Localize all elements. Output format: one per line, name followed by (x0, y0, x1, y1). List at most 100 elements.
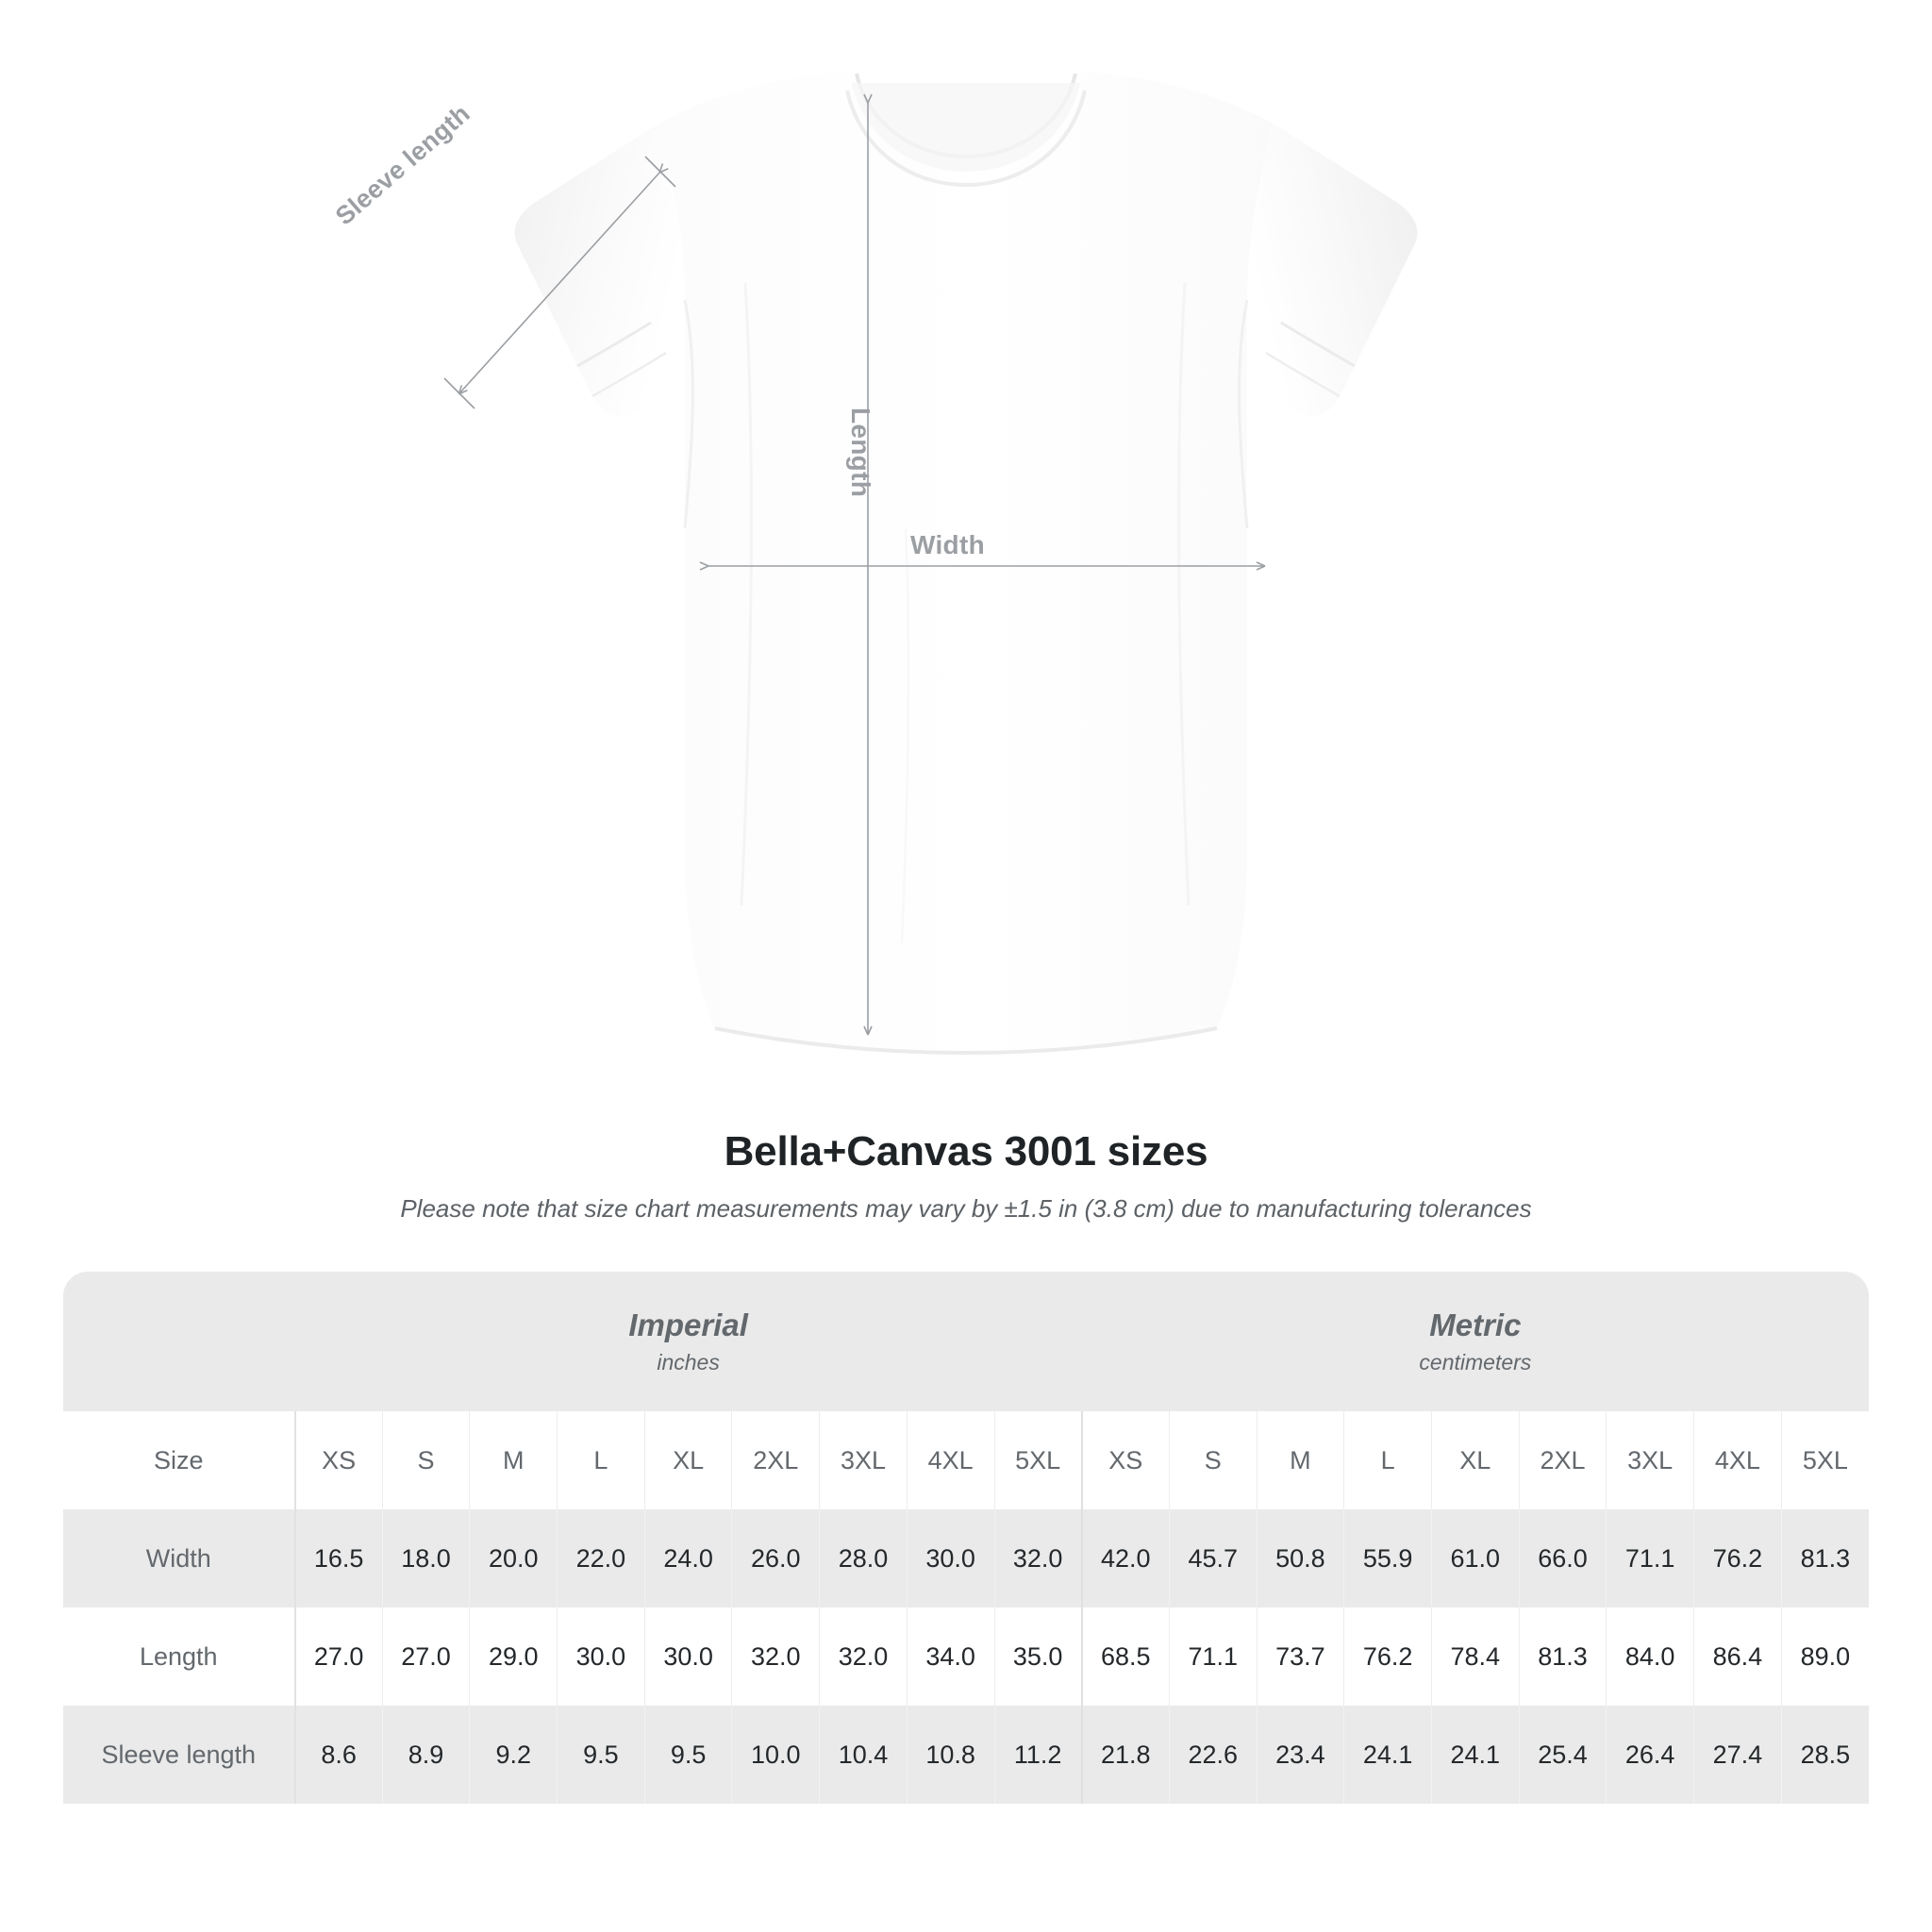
unit-group-row: Imperial inches Metric centimeters (63, 1272, 1869, 1411)
size-header-cell: M (469, 1411, 558, 1509)
size-header-cell: XL (1430, 1411, 1520, 1509)
table-row: Width 16.5 18.0 20.0 22.0 24.0 26.0 28.0 30.0 32.… (63, 1509, 1869, 1607)
measurement-cell: 10.4 (819, 1706, 908, 1804)
table-row-size-header: Size XS S M L XL 2XL 3XL 4XL 5XL XS S M L XL 2XL 3XL 4XL 5… (63, 1411, 1869, 1509)
size-header-cell: 5XL (993, 1411, 1082, 1509)
size-header-cell: XL (643, 1411, 732, 1509)
size-header-cell: 3XL (1606, 1411, 1694, 1509)
measurement-cell: 78.4 (1430, 1607, 1520, 1706)
measurement-cell: 27.0 (293, 1607, 383, 1706)
row-label-width: Width (63, 1509, 295, 1607)
size-header-cell: L (557, 1411, 645, 1509)
row-label-sleeve-length: Sleeve length (63, 1706, 295, 1804)
width-label: Width (910, 530, 985, 559)
size-header-cell: XS (293, 1411, 383, 1509)
size-header-cell: 4XL (906, 1411, 994, 1509)
size-chart-table: Imperial inches Metric centimeters Size XS S M L… (63, 1272, 1869, 1804)
unit-group-imperial: Imperial inches (294, 1272, 1082, 1411)
garment-shape (514, 72, 1418, 1056)
measurement-cell: 30.0 (643, 1607, 732, 1706)
measurement-cell: 86.4 (1693, 1607, 1782, 1706)
size-header-cell: 5XL (1780, 1411, 1869, 1509)
size-header-cell: M (1256, 1411, 1344, 1509)
measurement-cell: 89.0 (1780, 1607, 1869, 1706)
measurement-cell: 21.8 (1080, 1706, 1170, 1804)
measurement-cell: 66.0 (1518, 1509, 1607, 1607)
measurement-cell: 28.0 (819, 1509, 908, 1607)
measurement-cell: 10.8 (906, 1706, 994, 1804)
size-header-cell: S (381, 1411, 470, 1509)
measurement-cell: 9.5 (557, 1706, 645, 1804)
measurement-cell: 20.0 (469, 1509, 558, 1607)
measurement-cell: 71.1 (1168, 1607, 1257, 1706)
size-header-cell: 4XL (1693, 1411, 1782, 1509)
measurement-cell: 22.0 (557, 1509, 645, 1607)
measurement-cell: 32.0 (993, 1509, 1082, 1607)
measurement-cell: 76.2 (1693, 1509, 1782, 1607)
measurement-cell: 24.0 (643, 1509, 732, 1607)
tshirt-illustration: Sleeve length Length Width (329, 72, 1418, 1056)
measurement-cell: 27.4 (1693, 1706, 1782, 1804)
measurement-cell: 42.0 (1080, 1509, 1170, 1607)
size-header-cell: 2XL (1518, 1411, 1607, 1509)
size-header-cell: S (1168, 1411, 1257, 1509)
measurement-cell: 18.0 (381, 1509, 470, 1607)
measurement-cell: 81.3 (1780, 1509, 1869, 1607)
measurement-cell: 50.8 (1256, 1509, 1344, 1607)
size-header-cell: L (1343, 1411, 1432, 1509)
unit-group-metric: Metric centimeters (1081, 1272, 1869, 1411)
measurement-cell: 28.5 (1780, 1706, 1869, 1804)
measurement-cell: 68.5 (1080, 1607, 1170, 1706)
length-label: Length (846, 408, 875, 498)
measurement-cell: 32.0 (731, 1607, 820, 1706)
table-row: Sleeve length 8.6 8.9 9.2 9.5 9.5 10.0 10.4 10.8… (63, 1706, 1869, 1804)
dimension-guides (443, 93, 1266, 1036)
measurement-cell: 26.4 (1606, 1706, 1694, 1804)
measurement-cell: 55.9 (1343, 1509, 1432, 1607)
page-title: Bella+Canvas 3001 sizes (724, 1128, 1208, 1174)
page-subtitle: Please note that size chart measurements… (400, 1194, 1532, 1223)
size-table-container: Imperial inches Metric centimeters Size XS S M L… (63, 1272, 1869, 1804)
measurement-cell: 76.2 (1343, 1607, 1432, 1706)
unit-group-name: Metric (1429, 1307, 1522, 1343)
sleeve-tick-bottom (443, 377, 475, 409)
measurement-cell: 23.4 (1256, 1706, 1344, 1804)
measurement-cell: 11.2 (993, 1706, 1082, 1804)
measurement-cell: 71.1 (1606, 1509, 1694, 1607)
size-header-cell: 3XL (819, 1411, 908, 1509)
measurement-cell: 16.5 (293, 1509, 383, 1607)
size-header-cell: XS (1080, 1411, 1170, 1509)
measurement-cell: 9.2 (469, 1706, 558, 1804)
tshirt-graphic (443, 72, 1418, 1056)
measurement-cell: 29.0 (469, 1607, 558, 1706)
measurement-cell: 10.0 (731, 1706, 820, 1804)
chart-heading-block: Bella+Canvas 3001 sizes Please note that… (0, 1128, 1932, 1224)
measurement-cell: 32.0 (819, 1607, 908, 1706)
row-label-length: Length (63, 1607, 295, 1706)
unit-group-unit: centimeters (1419, 1349, 1532, 1374)
measurement-cell: 61.0 (1430, 1509, 1520, 1607)
sleeve-guide-line (458, 163, 669, 395)
measurement-cell: 26.0 (731, 1509, 820, 1607)
measurement-cell: 30.0 (906, 1509, 994, 1607)
measurement-cell: 84.0 (1606, 1607, 1694, 1706)
table-row: Length 27.0 27.0 29.0 30.0 30.0 32.0 32.0 34.0 35… (63, 1607, 1869, 1706)
measurement-cell: 30.0 (557, 1607, 645, 1706)
unit-group-name: Imperial (628, 1307, 748, 1343)
row-label-size: Size (63, 1411, 295, 1509)
measurement-cell: 22.6 (1168, 1706, 1257, 1804)
sleeve-tick-top (644, 156, 676, 188)
measurement-cell: 25.4 (1518, 1706, 1607, 1804)
measurement-cell: 8.6 (293, 1706, 383, 1804)
measurement-cell: 73.7 (1256, 1607, 1344, 1706)
measurement-cell: 35.0 (993, 1607, 1082, 1706)
measurement-cell: 81.3 (1518, 1607, 1607, 1706)
size-header-cell: 2XL (731, 1411, 820, 1509)
measurement-cell: 24.1 (1343, 1706, 1432, 1804)
measurement-cell: 8.9 (381, 1706, 470, 1804)
measurement-cell: 45.7 (1168, 1509, 1257, 1607)
measurement-cell: 27.0 (381, 1607, 470, 1706)
unit-row-corner (63, 1272, 295, 1411)
measurement-cell: 34.0 (906, 1607, 994, 1706)
